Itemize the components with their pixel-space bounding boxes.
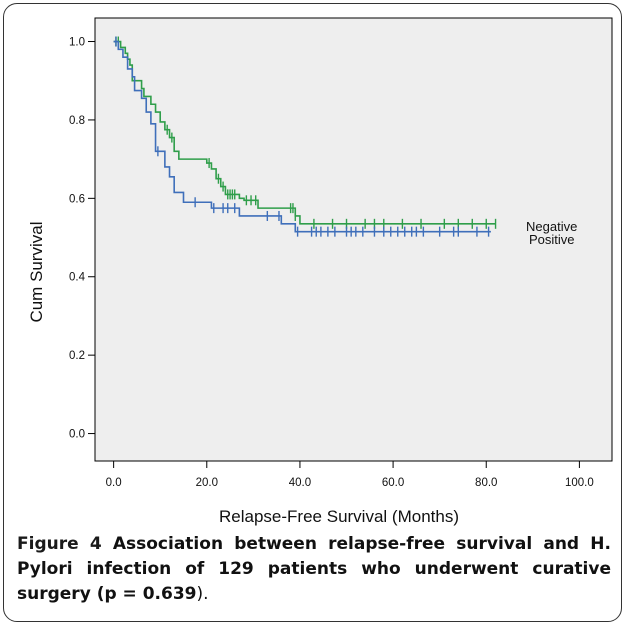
x-tick-label: 40.0 [289, 477, 311, 489]
y-tick-label: 0.8 [69, 115, 85, 127]
y-tick-label: 1.0 [69, 37, 85, 49]
x-tick-label: 0.0 [106, 477, 122, 489]
legend-label-positive: Positive [529, 232, 575, 247]
legend-label-negative: Negative [526, 219, 577, 234]
series-layer [113, 36, 497, 237]
x-tick-label: 100.0 [565, 477, 594, 489]
figure-label: Figure 4 [17, 534, 102, 554]
y-ticks: 0.0 0.2 0.4 0.6 0.8 1.0 [69, 37, 95, 441]
caption-end: ). [196, 584, 209, 604]
series-positive [113, 36, 491, 237]
caption-p-value: p = 0.639 [104, 584, 197, 604]
series-line-positive [113, 40, 491, 233]
x-tick-label: 80.0 [475, 477, 497, 489]
y-axis-title: Cum Survival [27, 221, 46, 322]
y-tick-label: 0.2 [69, 350, 85, 362]
y-tick-label: 0.0 [69, 429, 85, 441]
figure-caption: Figure 4 Association between relapse-fre… [17, 532, 611, 607]
x-tick-label: 60.0 [382, 477, 404, 489]
survival-chart: 0.0 0.2 0.4 0.6 0.8 1.0 0.0 20.0 40.0 60.0 80.0 10… [27, 17, 613, 526]
x-tick-label: 20.0 [196, 477, 218, 489]
x-axis-title: Relapse-Free Survival (Months) [219, 507, 459, 526]
plot-area [94, 17, 613, 462]
x-ticks: 0.0 20.0 40.0 60.0 80.0 100.0 [106, 461, 594, 489]
y-tick-label: 0.4 [69, 272, 86, 284]
series-line-negative [113, 40, 496, 225]
y-tick-label: 0.6 [69, 193, 85, 205]
caption-text: Association between relapse-free surviva… [17, 534, 611, 604]
